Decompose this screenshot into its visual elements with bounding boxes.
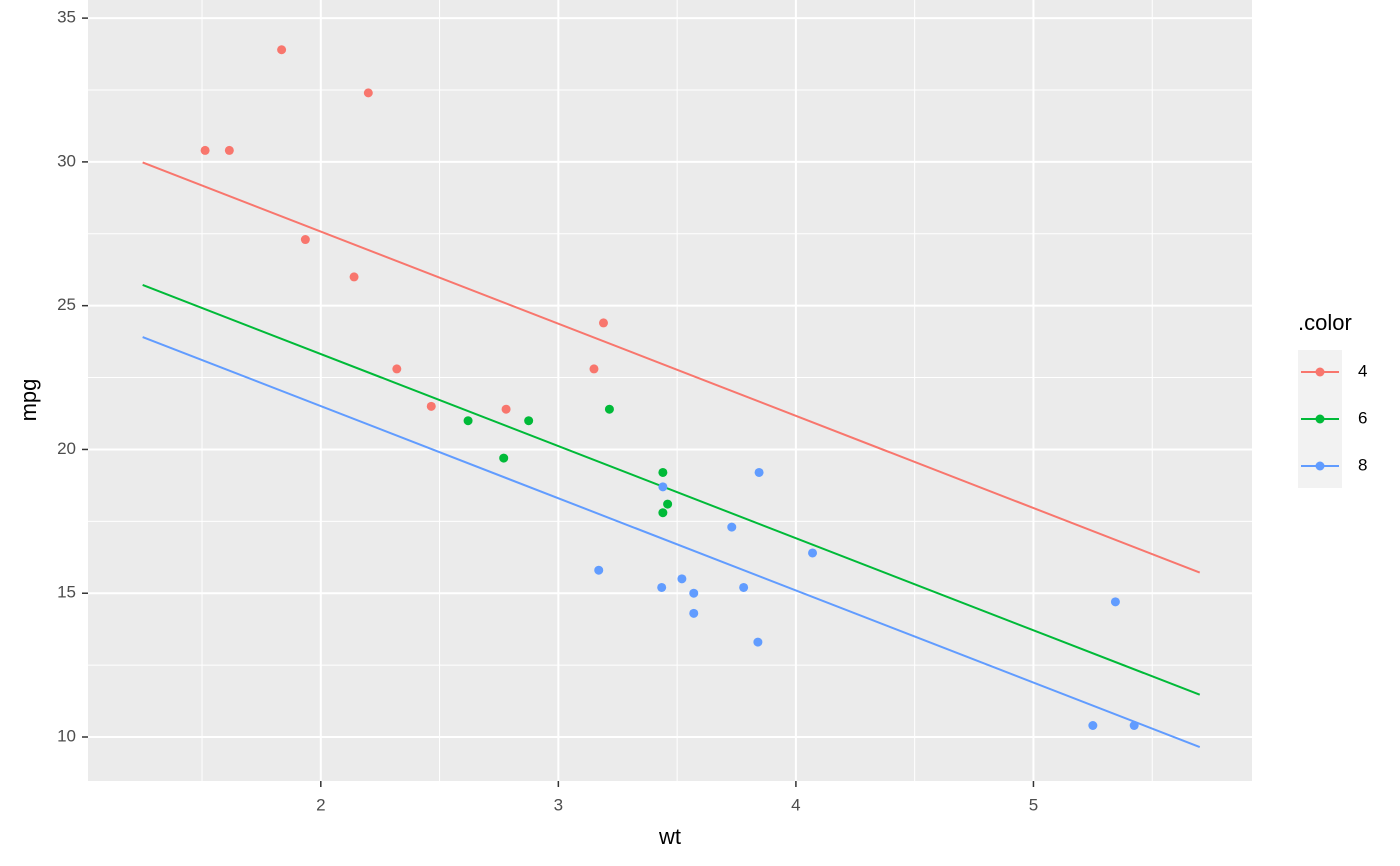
point [727, 522, 737, 532]
legend-label: 8 [1358, 455, 1367, 474]
y-tick-label: 20 [57, 439, 76, 458]
point [349, 272, 359, 282]
panel-background [88, 0, 1252, 781]
point [689, 608, 699, 618]
legend: 4 6 8 [1298, 350, 1367, 488]
y-axis-title: mpg [16, 379, 41, 422]
point [598, 318, 608, 328]
point [657, 582, 667, 592]
point [808, 548, 818, 558]
point [463, 416, 473, 426]
point [224, 145, 234, 155]
point [363, 88, 373, 98]
point [663, 499, 673, 509]
point [589, 364, 599, 374]
x-tick-label: 4 [791, 795, 800, 814]
fit-line [142, 284, 1201, 696]
point [739, 582, 749, 592]
point [658, 482, 668, 492]
x-tick-label: 2 [316, 795, 325, 814]
point [1129, 721, 1139, 731]
point [499, 453, 509, 463]
fit-line [142, 336, 1201, 749]
y-tick-label: 35 [57, 8, 76, 27]
y-tick-label: 25 [57, 295, 76, 314]
point [1110, 597, 1120, 607]
y-tick-label: 30 [57, 151, 76, 170]
legend-label: 6 [1358, 408, 1367, 427]
point [277, 45, 287, 55]
x-tick-label: 5 [1029, 795, 1038, 814]
legend-key-point [1315, 367, 1325, 377]
x-axis-title: wt [658, 824, 681, 849]
point [658, 467, 668, 477]
point [524, 416, 534, 426]
plot-panel [88, 0, 1252, 781]
point [604, 404, 614, 414]
y-tick-label: 15 [57, 583, 76, 602]
fit-line [142, 161, 1201, 574]
point [658, 508, 668, 518]
point [753, 637, 763, 647]
legend-key-point [1315, 414, 1325, 424]
legend-title: .color [1298, 310, 1352, 335]
point [677, 574, 687, 584]
y-tick-label: 10 [57, 726, 76, 745]
legend-label: 4 [1358, 361, 1367, 380]
point [501, 404, 511, 414]
point [689, 588, 699, 598]
legend-key-point [1315, 461, 1325, 471]
point [1088, 721, 1098, 731]
point [200, 145, 210, 155]
point [594, 565, 604, 575]
point [754, 467, 764, 477]
x-tick-label: 3 [554, 795, 563, 814]
point [300, 235, 310, 245]
point [392, 364, 402, 374]
point [426, 401, 436, 411]
